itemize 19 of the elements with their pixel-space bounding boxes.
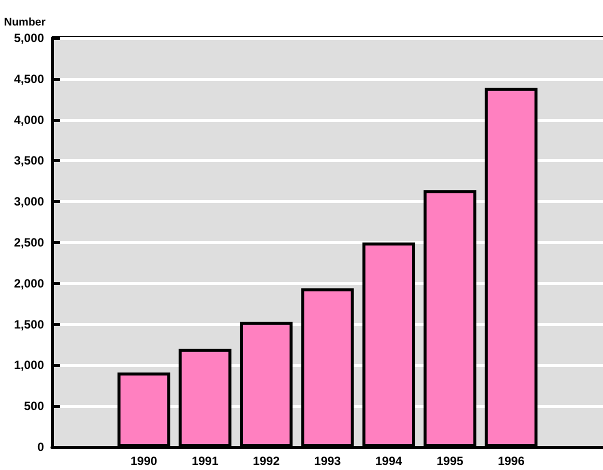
y-tick-label: 4,000 [14,112,44,127]
y-tick-label: 2,500 [14,236,44,250]
x-tick-label: 1995 [436,454,464,468]
y-tick-label: 0 [37,440,44,454]
y-tick-label: 3,000 [14,194,44,209]
x-tick-label: 1996 [498,454,525,468]
y-axis-title: Number [4,16,46,28]
y-tick-label: 2,000 [14,276,44,290]
x-tick-label: 1990 [130,454,158,468]
y-tick-label: 1,500 [14,317,44,332]
x-tick-label: 1992 [252,454,280,468]
y-tick-label: 4,500 [14,72,44,86]
y-tick-label: 500 [24,399,44,414]
y-tick-label: 1,000 [14,358,44,372]
x-tick-label: 1991 [192,454,219,468]
x-tick-label: 1993 [314,454,342,468]
y-tick-label: 5,000 [14,31,44,45]
y-tick-label: 3,500 [14,154,44,168]
x-tick-label: 1994 [375,454,402,468]
